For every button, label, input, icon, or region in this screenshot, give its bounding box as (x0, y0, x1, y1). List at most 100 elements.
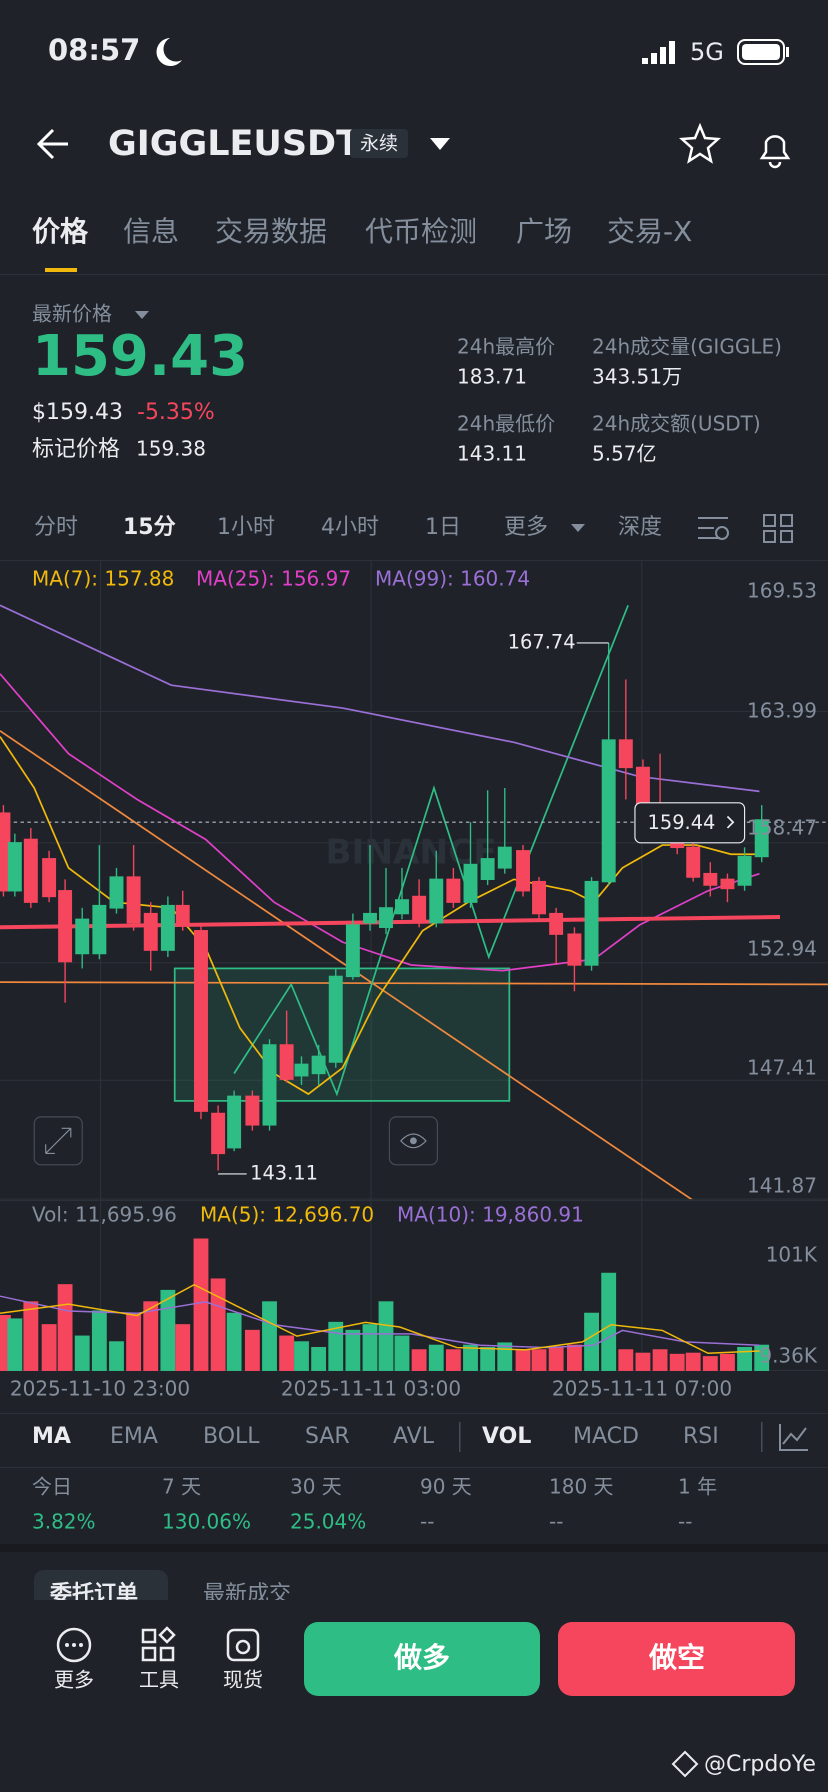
label: -- (420, 1510, 434, 1534)
decoration (158, 1626, 176, 1644)
label: 9.36K (759, 1344, 818, 1368)
up-shape (497, 846, 512, 869)
decoration (36, 128, 68, 160)
down-shape (279, 1335, 295, 1371)
down-shape (702, 1356, 718, 1371)
up-shape (311, 1346, 327, 1371)
label: @CrpdoYe (704, 1752, 816, 1777)
label: 永续 (360, 133, 398, 155)
up-shape (601, 739, 616, 883)
decoration (0, 1413, 828, 1414)
up-shape (601, 1272, 617, 1371)
down-shape (23, 838, 38, 903)
down-shape (548, 1346, 564, 1371)
decoration (135, 311, 149, 319)
label: MA(7): 157.88 (32, 567, 174, 591)
decoration (72, 1643, 76, 1647)
up-shape (480, 858, 495, 881)
label: 标记价格 (32, 437, 120, 462)
up-shape (92, 904, 107, 955)
up-shape (109, 876, 124, 909)
up-shape (74, 1335, 90, 1371)
label: 现货 (223, 1668, 263, 1692)
up-shape (429, 878, 444, 924)
down-shape (211, 1112, 226, 1155)
label: 今日 (32, 1475, 72, 1499)
up-shape (160, 904, 175, 951)
label: 08:57 (48, 33, 140, 67)
up-shape (262, 1301, 277, 1371)
decoration (388, 1116, 438, 1166)
label: MA(99): 160.74 (375, 567, 530, 591)
up-shape (294, 1341, 309, 1371)
sell-button[interactable] (558, 1622, 795, 1696)
up-shape (91, 1310, 107, 1371)
label: 180 天 (549, 1475, 614, 1499)
label: 5G (690, 38, 724, 66)
decoration (0, 1200, 828, 1201)
decoration (0, 274, 828, 275)
decoration (350, 129, 408, 158)
label: 141.87 (747, 1174, 817, 1198)
label: 2025-11-11 07:00 (552, 1377, 732, 1401)
down-shape (23, 1301, 39, 1371)
label: 做多 (393, 1641, 450, 1674)
down-shape (42, 858, 57, 898)
up-shape (463, 863, 478, 903)
label: 15分 (123, 515, 176, 540)
label: 7 天 (162, 1475, 201, 1499)
decoration (430, 138, 450, 150)
decoration (141, 1646, 157, 1662)
decoration (669, 41, 675, 64)
up-shape (584, 1312, 599, 1371)
decoration (779, 1424, 808, 1451)
down-shape (143, 912, 158, 951)
decoration (0, 1544, 828, 1552)
label: VOL (482, 1424, 531, 1449)
down-shape (244, 1329, 260, 1371)
buy-button[interactable] (304, 1622, 540, 1696)
up-shape (294, 1063, 309, 1077)
label: 30 天 (290, 1475, 342, 1499)
up-shape (345, 1329, 361, 1371)
label: 2025-11-11 03:00 (281, 1377, 461, 1401)
down-shape (531, 1349, 547, 1371)
decoration (651, 53, 657, 64)
decoration (726, 815, 735, 829)
label: 1 年 (678, 1475, 717, 1499)
up-shape (345, 924, 360, 978)
label: 143.11 (457, 442, 527, 466)
decoration (0, 1295, 760, 1349)
decoration (459, 1422, 461, 1452)
decoration (45, 268, 77, 272)
down-shape (41, 1324, 57, 1371)
decoration (56, 1627, 92, 1663)
decoration (634, 802, 746, 844)
label: 143.11 (250, 1161, 318, 1184)
decoration (660, 47, 666, 64)
up-shape (463, 1344, 478, 1371)
decoration (409, 1137, 417, 1145)
label: 163.99 (747, 699, 817, 723)
label: 159.38 (136, 437, 206, 461)
down-shape (652, 1349, 668, 1371)
label: -- (678, 1510, 692, 1534)
label: AVL (393, 1424, 435, 1449)
down-shape (412, 895, 427, 920)
down-shape (618, 1349, 634, 1371)
decoration (759, 135, 791, 169)
label: 4小时 (321, 515, 379, 540)
down-shape (193, 1238, 209, 1371)
decoration (780, 530, 793, 543)
up-shape (7, 1318, 23, 1371)
up-shape (328, 1321, 344, 1371)
up-shape (7, 842, 22, 892)
label: 24h最高价 (457, 335, 555, 359)
decoration (79, 1643, 83, 1647)
label: -- (549, 1510, 563, 1534)
decoration (33, 1116, 83, 1166)
label: 1日 (425, 515, 461, 540)
decoration (737, 39, 785, 65)
label: 343.51万 (592, 365, 682, 389)
label: $159.43 (32, 400, 123, 425)
